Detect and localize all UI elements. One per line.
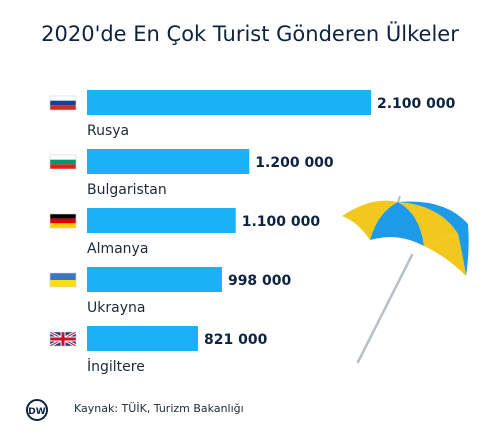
value-label: 821 000 bbox=[204, 332, 268, 348]
umbrella-tip bbox=[397, 195, 401, 203]
category-label: Rusya bbox=[87, 123, 129, 139]
category-label: Almanya bbox=[87, 241, 148, 257]
category-label: Bulgaristan bbox=[87, 182, 167, 198]
umbrella-icon bbox=[342, 195, 469, 364]
value-label: 2.100 000 bbox=[377, 96, 456, 112]
umbrella-panel-yellow-right bbox=[398, 202, 458, 246]
category-label: İngiltere bbox=[87, 357, 145, 375]
bulgaria-flag-icon bbox=[49, 154, 77, 170]
category-label: Ukrayna bbox=[87, 300, 145, 316]
value-label: 1.100 000 bbox=[242, 214, 321, 230]
umbrella-pole bbox=[356, 253, 414, 364]
bar-rusya bbox=[87, 90, 371, 115]
ukraine-flag-icon bbox=[49, 272, 77, 288]
bar-ukrayna bbox=[87, 267, 222, 292]
source-note: Kaynak: TÜİK, Turizm Bakanlığı bbox=[74, 402, 244, 415]
dw-logo: DW bbox=[26, 399, 48, 421]
bar-almanya bbox=[87, 208, 236, 233]
umbrella-panel-yellow-tail bbox=[424, 234, 466, 276]
value-label: 1.200 000 bbox=[255, 155, 334, 171]
umbrella-panel-blue-edge bbox=[398, 201, 469, 276]
bar-i̇ngiltere bbox=[87, 326, 199, 351]
uk-flag-icon bbox=[49, 331, 77, 347]
germany-flag-icon bbox=[49, 213, 77, 229]
russia-flag-icon bbox=[49, 95, 77, 111]
bar-bulgaristan bbox=[87, 149, 250, 174]
umbrella-panel-yellow-left bbox=[342, 200, 398, 240]
umbrella-panel-blue-mid bbox=[370, 202, 424, 246]
value-label: 998 000 bbox=[228, 273, 292, 289]
svg-text:DW: DW bbox=[28, 407, 45, 417]
chart-title: 2020'de En Çok Turist Gönderen Ülkeler bbox=[41, 22, 459, 46]
